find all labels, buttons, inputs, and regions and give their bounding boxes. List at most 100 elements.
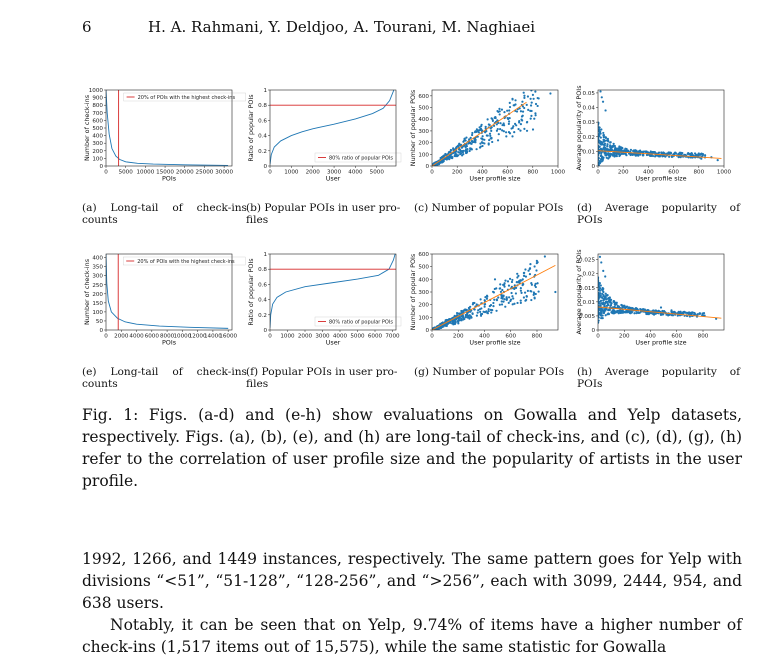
plot-frame <box>597 89 725 167</box>
x-tick-label: 400 <box>477 170 488 176</box>
fit-line <box>432 101 527 166</box>
x-tick-label: 400 <box>645 334 656 340</box>
scatter-point <box>534 282 537 285</box>
scatter-point <box>490 137 493 140</box>
scatter-point <box>507 284 511 287</box>
y-tick-label: 0.02 <box>583 272 595 278</box>
legend: 80% ratio of popular POIs <box>314 152 402 163</box>
scatter-point <box>609 144 612 147</box>
scatter-point <box>500 296 503 300</box>
scatter-point <box>533 265 536 268</box>
y-tick-label: 1000 <box>89 88 104 94</box>
x-tick-label: 0 <box>104 334 108 340</box>
scatter-point <box>598 123 600 126</box>
scatter-point <box>471 312 474 315</box>
y-tick-label: 0 <box>99 328 103 334</box>
scatter-point <box>498 113 501 116</box>
scatter-point <box>503 298 506 301</box>
scatter-point <box>603 144 606 147</box>
scatter-point <box>463 137 466 140</box>
scatter-point <box>491 119 495 122</box>
scatter-point <box>471 131 474 135</box>
scatter-point <box>487 142 490 145</box>
y-tick-label: 600 <box>418 252 429 258</box>
scatter-point <box>477 131 480 134</box>
scatter-point <box>508 277 512 280</box>
scatter-point <box>633 312 636 315</box>
scatter-point <box>486 118 489 121</box>
plot-area <box>106 254 229 330</box>
y-tick-label: 0 <box>425 164 429 170</box>
x-axis-label: User <box>326 175 341 183</box>
scatter-point <box>522 271 525 275</box>
scatter-point <box>502 122 505 125</box>
y-tick-label: 600 <box>92 118 103 124</box>
scatter-point <box>609 153 612 156</box>
scatter-point <box>613 149 616 152</box>
scatter-point <box>668 313 671 316</box>
scatter-point <box>512 297 515 300</box>
scatter-point <box>475 128 478 131</box>
scatter-point <box>602 269 605 272</box>
scatter-point <box>617 312 620 315</box>
scatter-point <box>496 109 499 113</box>
scatter-point <box>485 294 489 297</box>
scatter-point <box>602 140 605 143</box>
scatter-point <box>647 313 650 316</box>
x-tick-label: 0 <box>596 170 600 176</box>
scatter-point <box>671 314 675 317</box>
scatter-points <box>432 80 552 166</box>
chart-svg-b: 0 1000 2000 3000 4000 5000 0 0.2 0.4 0.6 0.8 1 User R… <box>247 88 402 183</box>
scatter-point <box>478 126 481 129</box>
scatter-point <box>598 130 600 133</box>
y-tick-label: 350 <box>92 265 103 271</box>
scatter-point <box>455 145 458 148</box>
subcaption-e: (e) Long-tail of check-ins counts <box>82 366 247 390</box>
scatter-point <box>602 135 605 139</box>
scatter-point <box>651 154 655 158</box>
scatter-point <box>487 309 490 313</box>
scatter-point <box>529 109 532 112</box>
scatter-point <box>521 119 524 122</box>
scatter-point <box>536 80 538 82</box>
fit-line <box>598 306 722 319</box>
scatter-point <box>599 143 602 146</box>
chart-svg-d: 0 200 400 600 800 1000 0 0.01 0.02 0.03 0.04 0.05 Us… <box>575 85 732 183</box>
scatter-point <box>530 101 533 104</box>
scatter-point <box>669 152 672 155</box>
scatter-point <box>487 308 490 311</box>
scatter-point <box>679 310 682 313</box>
scatter-point <box>600 288 604 291</box>
x-tick-label: 10000 <box>173 334 191 340</box>
y-tick-label: 900 <box>92 96 103 102</box>
scatter-point <box>503 111 506 114</box>
scatter-point <box>469 136 472 139</box>
scatter-point <box>598 139 601 142</box>
y-tick-label: 200 <box>418 303 429 309</box>
scatter-point <box>467 306 471 310</box>
scatter-point <box>674 152 677 155</box>
scatter-point <box>460 149 463 153</box>
scatter-point <box>526 95 530 98</box>
y-tick-label: 1 <box>263 88 267 94</box>
data-curve <box>270 90 395 165</box>
scatter-point <box>481 144 484 148</box>
scatter-point <box>637 154 640 157</box>
scatter-point <box>704 154 707 157</box>
legend-label: 80% ratio of popular POIs <box>329 319 393 325</box>
y-tick-label: 0.8 <box>258 267 267 273</box>
scatter-point <box>460 317 463 320</box>
scatter-point <box>445 318 448 322</box>
scatter-point <box>624 147 627 150</box>
scatter-point <box>480 307 483 310</box>
scatter-point <box>517 127 520 131</box>
scatter-point <box>604 136 608 139</box>
scatter-point <box>523 106 526 110</box>
scatter-point <box>686 152 689 155</box>
x-tick-label: 4000 <box>333 334 348 340</box>
scatter-point <box>605 154 608 157</box>
x-tick-label: 14000 <box>204 334 222 340</box>
x-tick-label: 30000 <box>215 170 233 176</box>
scatter-point <box>661 155 664 158</box>
